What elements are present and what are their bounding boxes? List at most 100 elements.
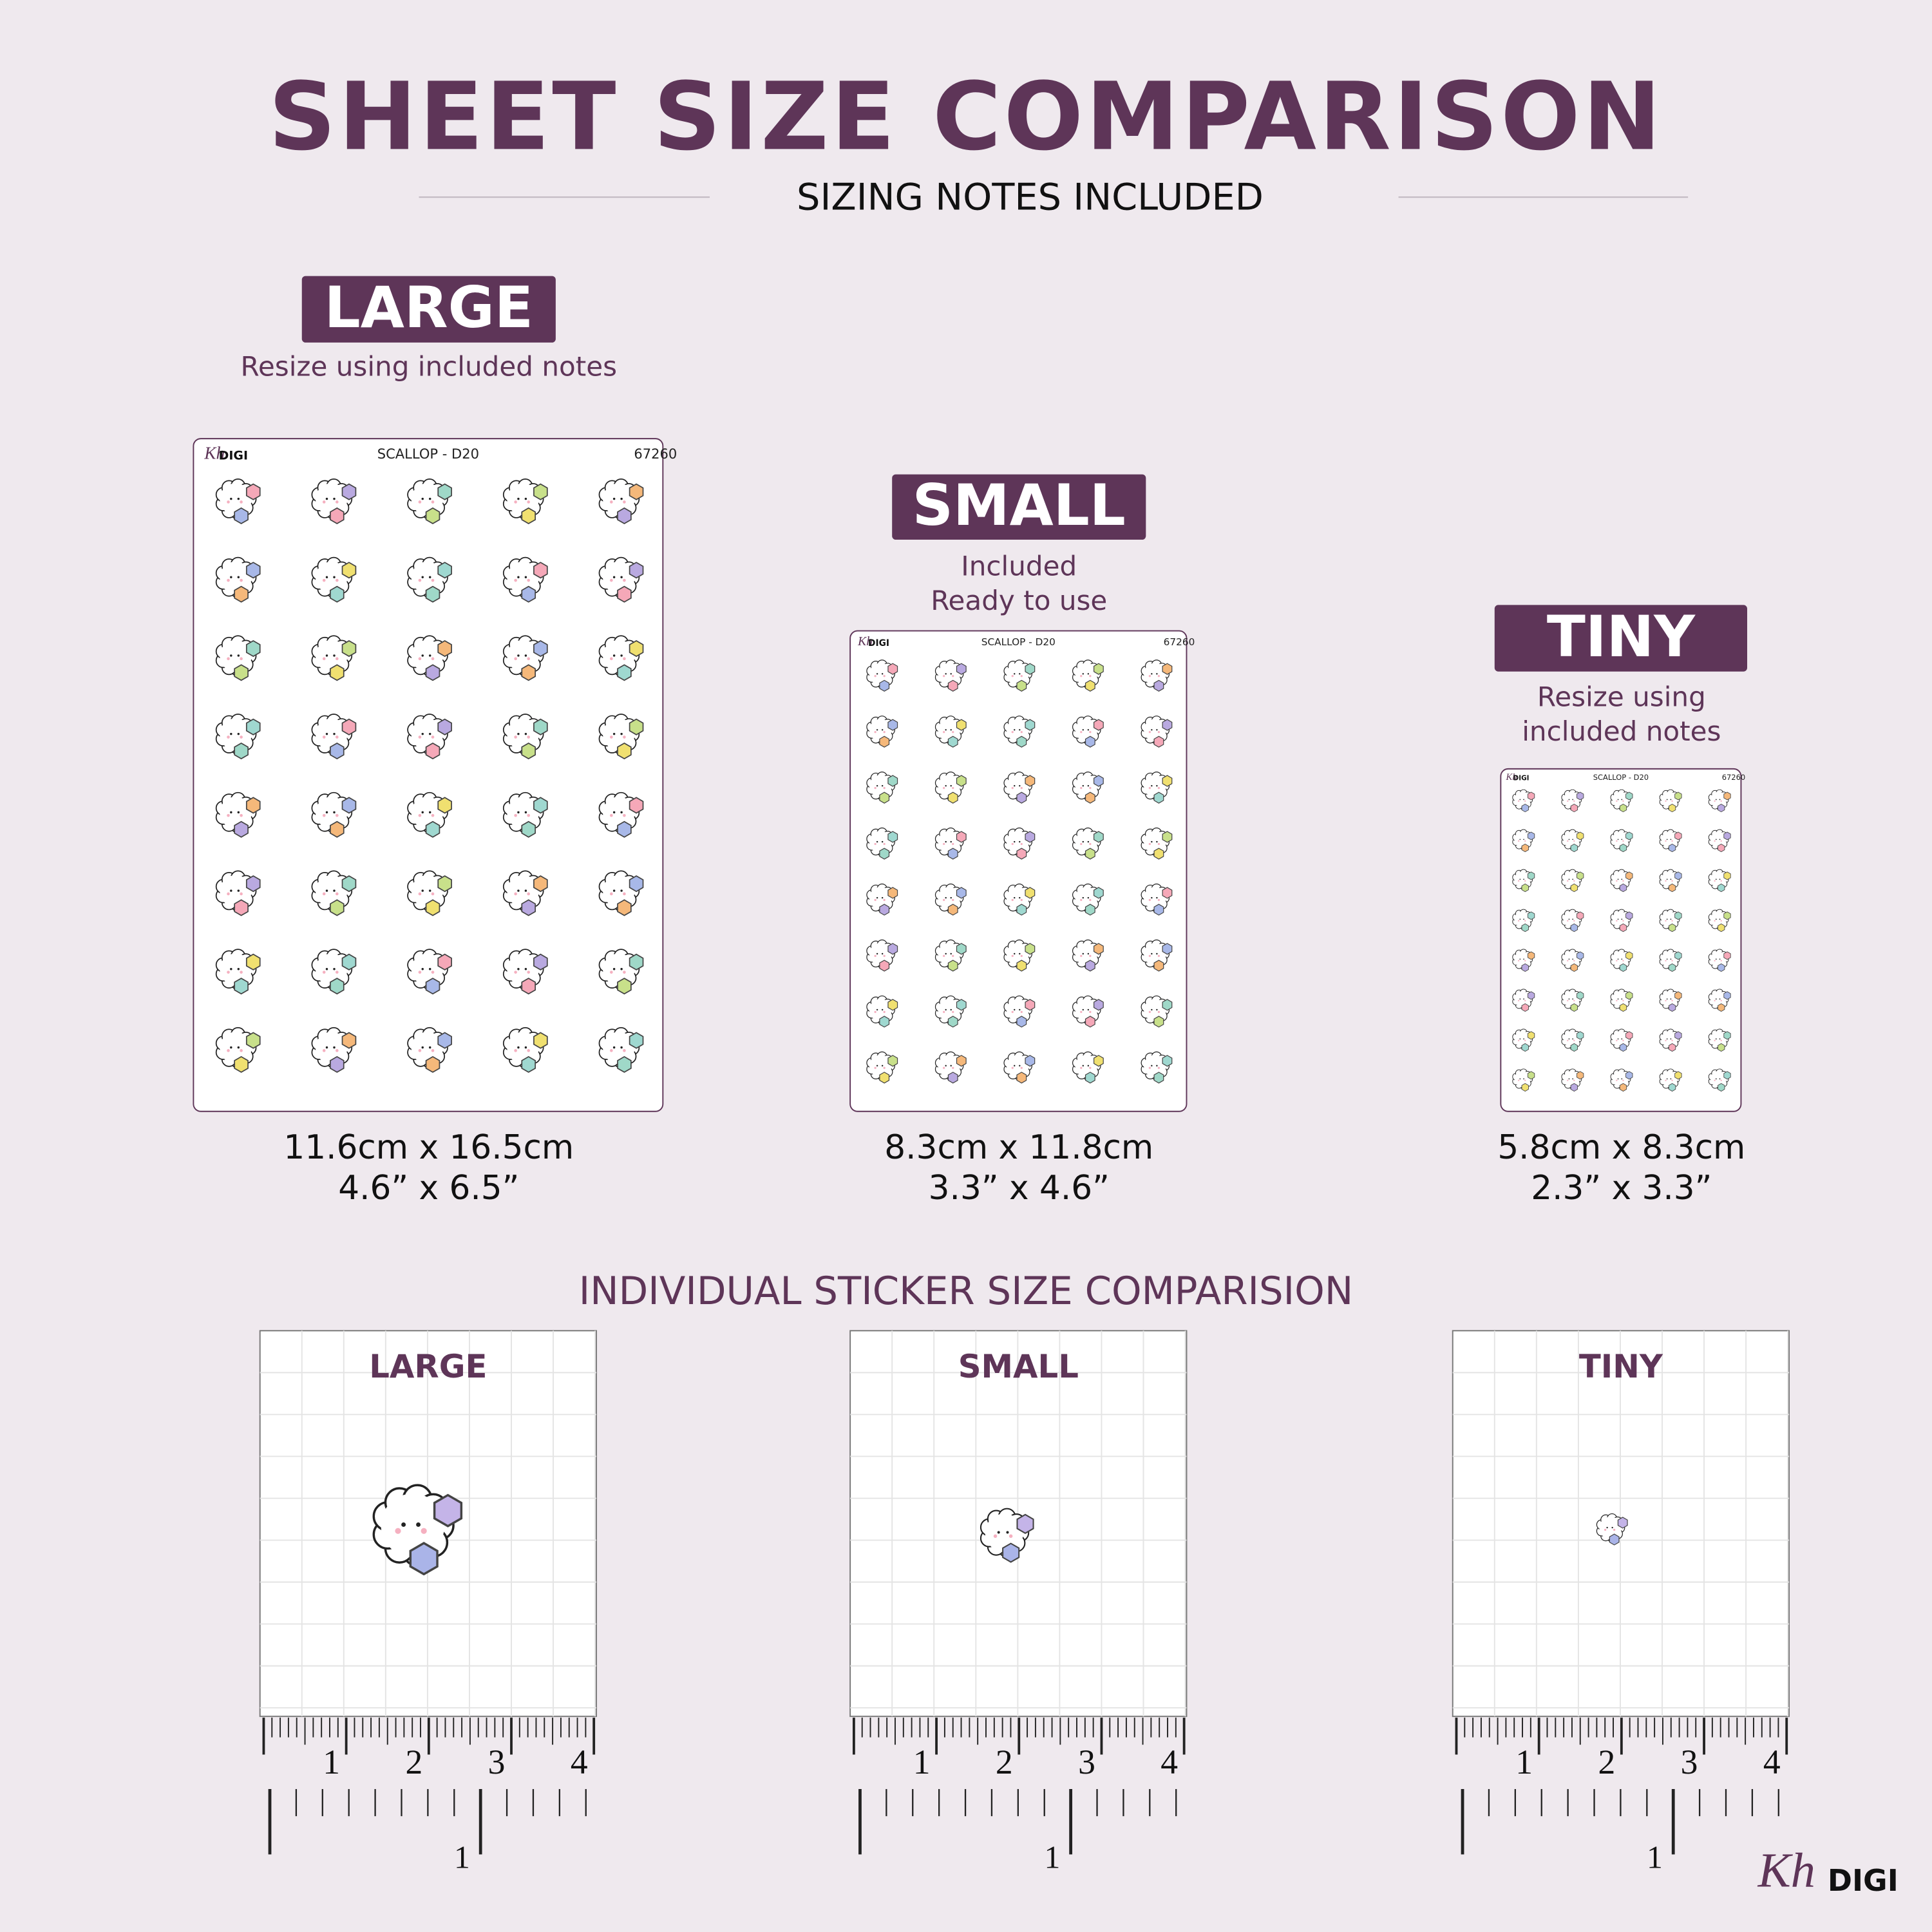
die	[887, 1055, 898, 1067]
die	[1723, 871, 1731, 880]
die	[1619, 923, 1627, 933]
eye	[421, 968, 424, 971]
die	[245, 483, 261, 500]
blush	[874, 675, 876, 677]
sticker	[1072, 939, 1104, 972]
ruler-cm-label: 2	[996, 1743, 1013, 1781]
sticker	[1141, 659, 1173, 692]
eye	[333, 732, 336, 735]
blush	[1148, 1066, 1151, 1069]
sheet-brand-mark: Kh	[204, 443, 225, 462]
cloud-body	[411, 953, 444, 986]
sticker	[1610, 989, 1633, 1012]
die	[341, 640, 357, 658]
eye	[612, 576, 616, 578]
blush	[1020, 954, 1023, 958]
sticker	[1708, 949, 1731, 972]
die	[330, 899, 345, 916]
blush	[1089, 898, 1092, 902]
eye	[876, 729, 878, 731]
eye	[1523, 1038, 1524, 1040]
sticker	[1561, 829, 1584, 853]
blush	[1573, 880, 1575, 882]
die	[1162, 663, 1173, 675]
eye	[325, 968, 328, 971]
cloud-body	[411, 1032, 444, 1064]
blush	[514, 892, 517, 896]
die	[1723, 1071, 1731, 1080]
eye	[237, 889, 240, 892]
blush	[1011, 954, 1014, 958]
eye	[950, 840, 952, 843]
die	[956, 719, 967, 731]
cloud-body	[220, 875, 252, 907]
eye	[333, 968, 336, 971]
die	[245, 875, 261, 893]
die	[1527, 1031, 1535, 1040]
die	[1162, 943, 1173, 955]
blush	[952, 842, 954, 846]
eye	[524, 732, 527, 735]
sheet-brand: DIGI	[868, 638, 889, 649]
eye	[421, 811, 424, 814]
eye	[1617, 998, 1619, 1000]
die	[425, 664, 440, 681]
eye	[1082, 952, 1084, 955]
die	[1577, 791, 1584, 800]
eye	[1019, 840, 1021, 843]
eye	[612, 1046, 616, 1049]
eye	[237, 654, 240, 657]
blush	[1524, 800, 1526, 802]
cloud-body	[1710, 991, 1727, 1007]
blush	[431, 500, 435, 504]
eye	[517, 576, 520, 578]
sticker	[934, 939, 967, 972]
die	[330, 820, 345, 838]
die	[1527, 871, 1535, 880]
die	[1025, 943, 1036, 955]
eye	[1151, 840, 1153, 843]
cloud-body	[316, 718, 348, 750]
die	[330, 743, 345, 760]
blush	[514, 1049, 517, 1052]
blush	[1567, 1039, 1569, 1041]
blush	[514, 971, 517, 974]
sticker	[1659, 829, 1682, 853]
eye	[1621, 918, 1623, 920]
eye	[950, 1009, 952, 1011]
sticker	[934, 772, 967, 804]
cloud-body	[316, 953, 348, 986]
eye	[950, 1065, 952, 1067]
die	[330, 978, 345, 995]
blush	[240, 971, 243, 974]
die	[1002, 1542, 1020, 1563]
eye	[1621, 958, 1623, 960]
die	[1521, 1083, 1529, 1092]
eye	[1156, 729, 1158, 731]
cloud-body	[220, 562, 252, 594]
sticker-sheet	[849, 630, 1188, 1112]
die	[1570, 923, 1578, 933]
cloud-body	[507, 953, 539, 986]
eye	[1572, 1078, 1574, 1080]
die	[245, 797, 261, 814]
sheet-title: SCALLOP - D20	[377, 446, 479, 462]
die	[1016, 735, 1027, 748]
die	[1153, 1072, 1164, 1084]
eye	[1087, 952, 1090, 955]
blush	[1573, 1079, 1575, 1081]
cloud-body	[1144, 887, 1166, 909]
badge-note: Resize using	[1537, 681, 1706, 712]
cloud-body	[603, 718, 635, 750]
blush	[1518, 800, 1520, 802]
eye	[1087, 1065, 1090, 1067]
blush	[623, 892, 626, 896]
eye	[1082, 784, 1084, 787]
blush	[874, 787, 876, 790]
blush	[527, 578, 531, 582]
eye	[1670, 878, 1672, 880]
die	[1093, 719, 1104, 731]
sticker	[311, 791, 357, 838]
blush	[431, 892, 435, 896]
blush	[418, 500, 422, 504]
